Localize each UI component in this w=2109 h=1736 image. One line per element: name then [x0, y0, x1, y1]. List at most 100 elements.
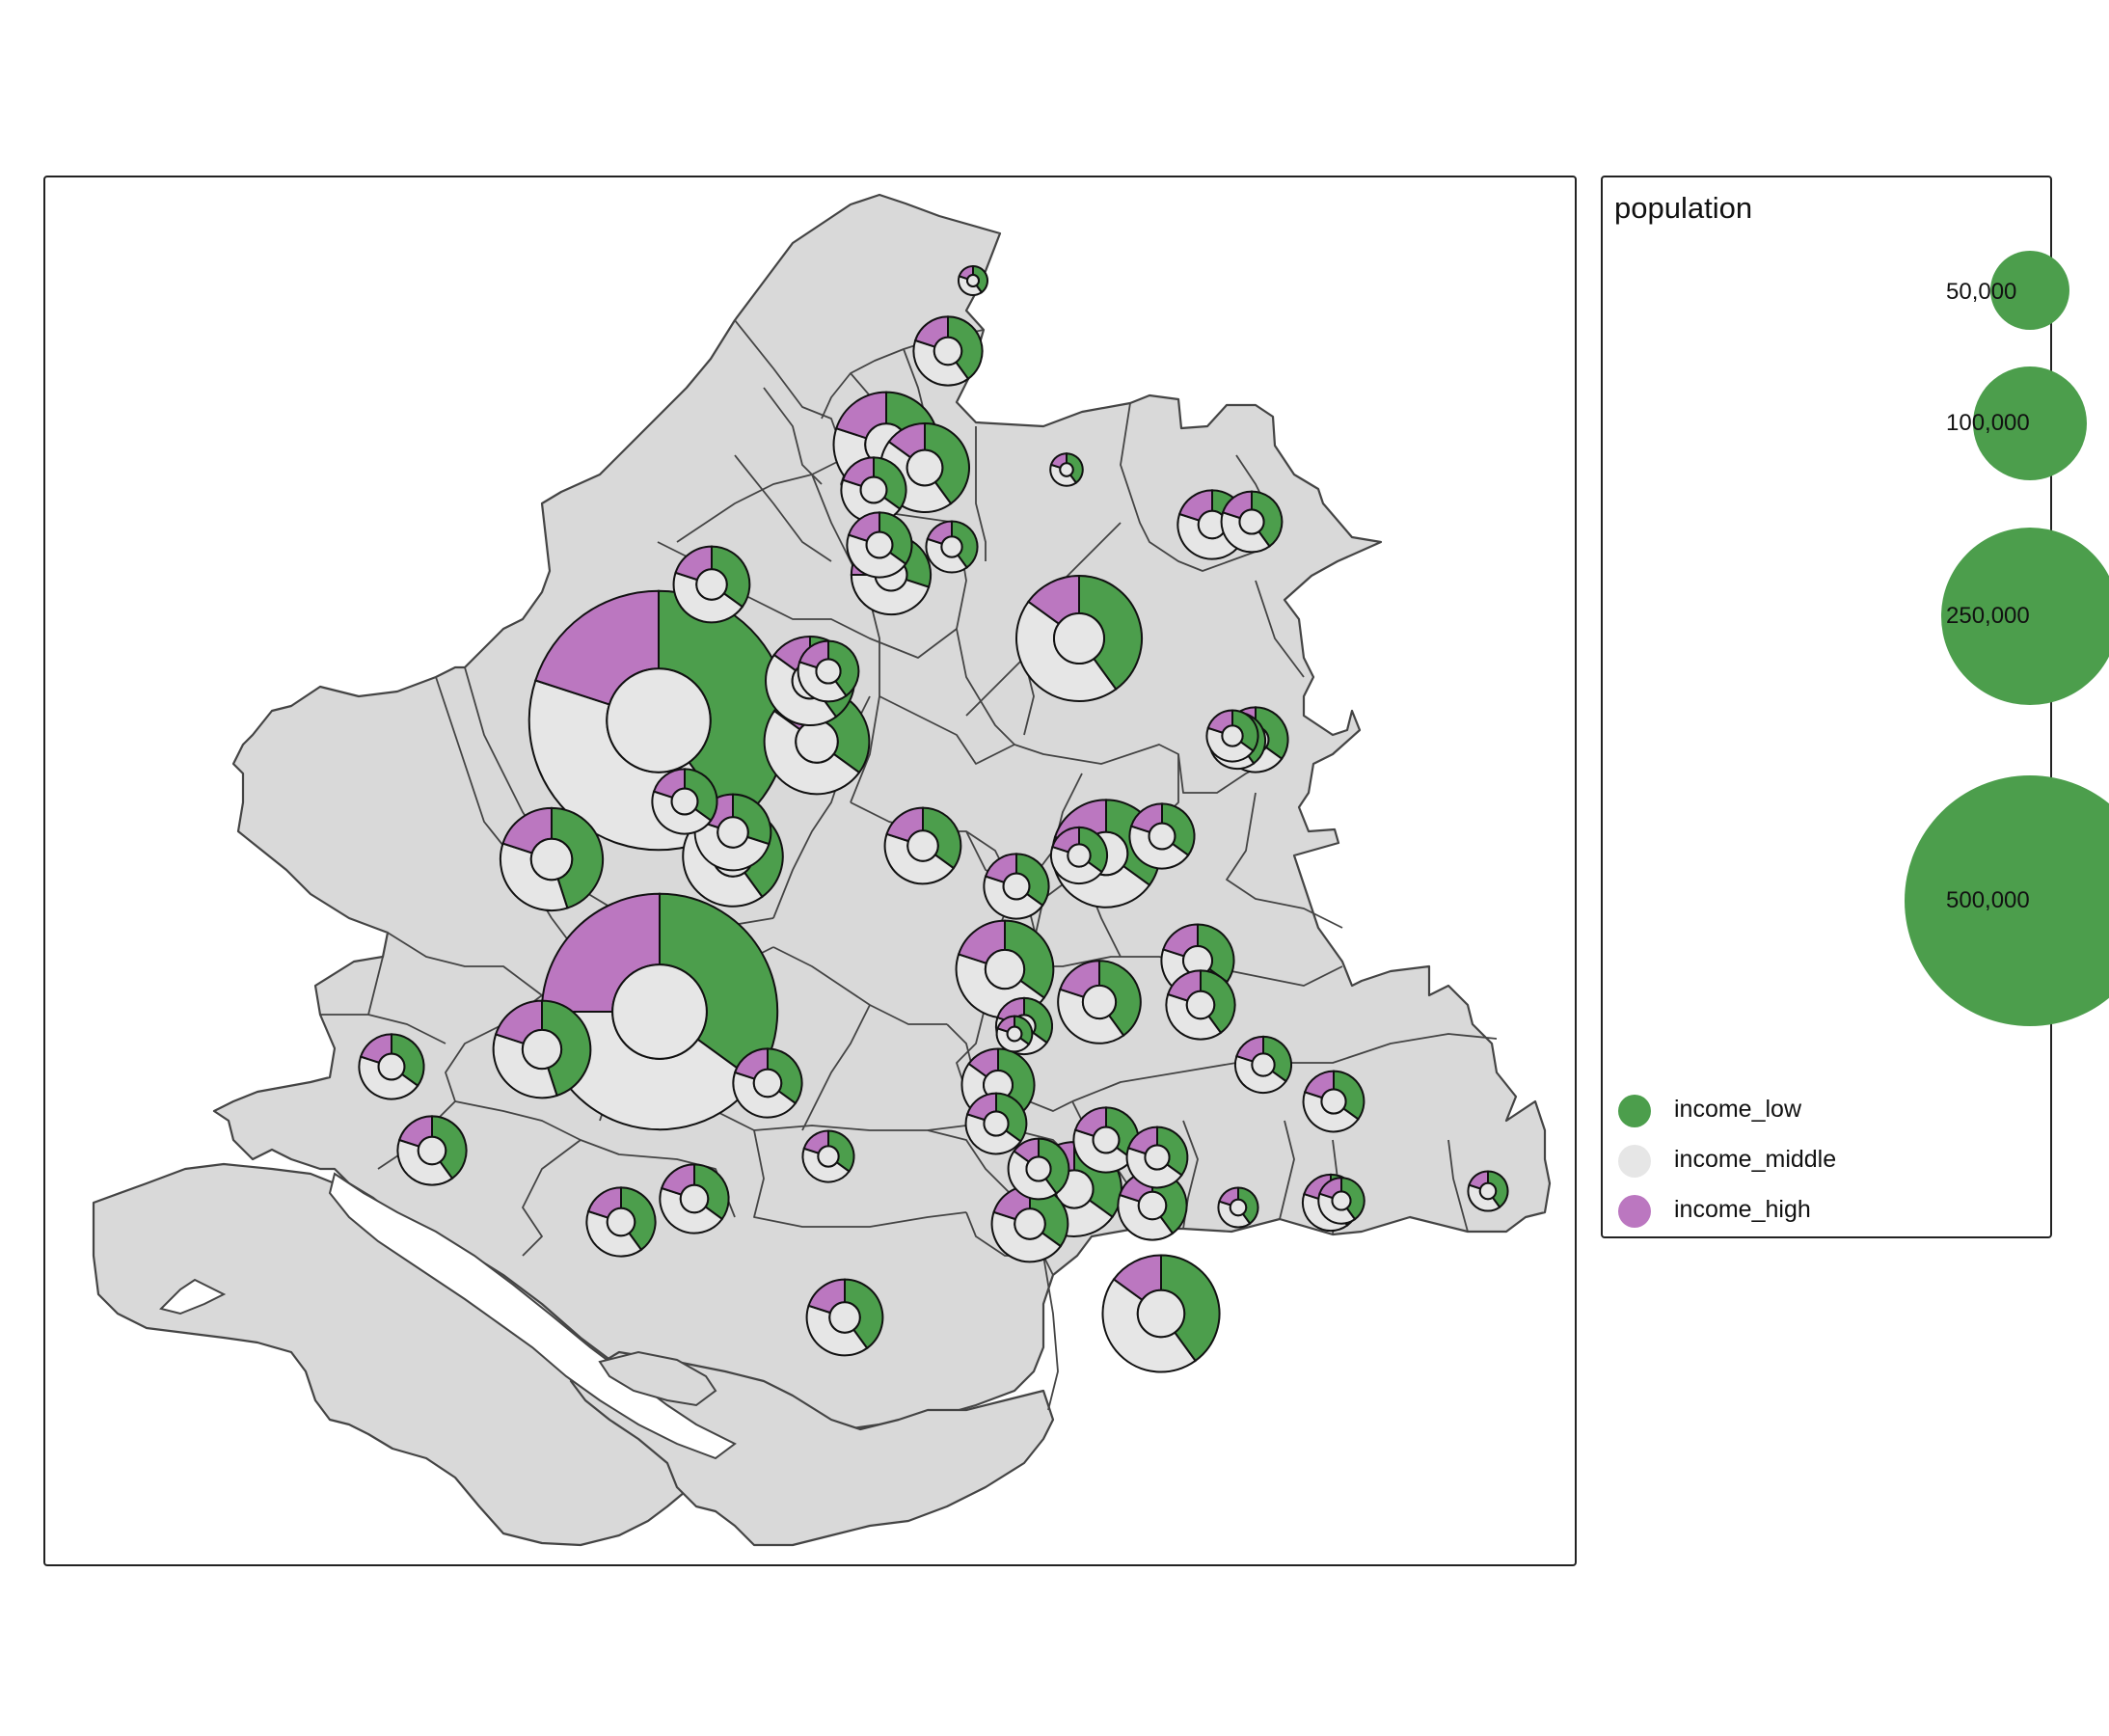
donut-symbol	[958, 264, 988, 297]
legend-swatch-income-low	[1618, 1095, 1651, 1127]
legend-size-label-250000: 250,000	[1946, 603, 2030, 629]
donut-hole	[529, 837, 574, 882]
donut-symbol	[964, 1092, 1028, 1155]
donut-symbol	[1317, 1177, 1365, 1225]
donut-hole	[521, 1028, 563, 1071]
legend-label-income-low: income_low	[1674, 1096, 1802, 1123]
donut-hole	[1052, 611, 1106, 665]
donut-hole	[906, 448, 944, 487]
donut-hole	[1067, 843, 1092, 868]
legend-size-circle-100000	[1973, 366, 2087, 480]
donut-symbol	[540, 892, 779, 1131]
donut-symbol	[805, 1278, 884, 1357]
donut-symbol	[1101, 1254, 1221, 1373]
donut-symbol	[1205, 709, 1259, 763]
donut-symbol	[801, 1129, 855, 1183]
donut-symbol	[1220, 490, 1284, 554]
donut-hole	[1251, 1052, 1276, 1077]
donut-hole	[1185, 990, 1216, 1020]
donut-symbol	[990, 1184, 1069, 1263]
donut-hole	[1320, 1088, 1347, 1115]
donut-hole	[1092, 1126, 1121, 1154]
donut-hole	[1229, 1198, 1248, 1217]
legend-swatch-income-high	[1618, 1195, 1651, 1228]
islet	[598, 1350, 717, 1407]
donut-symbol	[995, 1015, 1034, 1053]
donut-symbol	[925, 520, 979, 574]
donut-hole	[940, 535, 963, 558]
donut-hole	[670, 787, 699, 816]
islet-west	[159, 1278, 227, 1316]
legend-size-label-500000: 500,000	[1946, 887, 2030, 913]
donut-symbol	[912, 315, 984, 387]
donut-symbol	[1049, 826, 1109, 885]
donut-hole	[606, 1207, 636, 1237]
donut-symbol	[499, 806, 605, 912]
donut-symbol	[797, 639, 860, 703]
donut-hole	[752, 1068, 783, 1099]
donut-hole	[679, 1183, 710, 1214]
donut-symbol	[1007, 1137, 1070, 1201]
donut-symbol	[1217, 1186, 1259, 1229]
donut-symbol	[1165, 969, 1236, 1041]
donut-hole	[795, 719, 839, 764]
donut-hole	[933, 336, 963, 366]
legend-swatch-income-middle	[1618, 1145, 1651, 1178]
donut-hole	[1014, 1207, 1046, 1240]
legend-title: population	[1614, 191, 1753, 225]
legend-label-income-high: income_high	[1674, 1196, 1811, 1223]
donut-symbol	[955, 919, 1055, 1019]
donut-symbol	[846, 511, 913, 579]
donut-symbol	[1049, 452, 1084, 487]
donut-hole	[1238, 508, 1265, 535]
donut-symbol	[1233, 1035, 1293, 1095]
population-donut-symbols	[358, 264, 1509, 1373]
donut-hole	[1025, 1155, 1052, 1182]
donut-symbol	[983, 853, 1050, 920]
donut-hole	[1331, 1190, 1352, 1211]
donut-symbol	[1467, 1170, 1509, 1212]
donut-symbol	[659, 1163, 730, 1234]
donut-hole	[611, 963, 708, 1060]
donut-symbol	[1128, 802, 1196, 870]
donut-hole	[1136, 1288, 1186, 1339]
donut-symbol	[1057, 960, 1142, 1044]
donut-hole	[965, 273, 981, 288]
donut-hole	[984, 948, 1026, 990]
donut-symbol	[883, 806, 962, 885]
donut-hole	[983, 1110, 1010, 1137]
donut-hole	[695, 568, 728, 601]
donut-symbol	[732, 1047, 803, 1119]
donut-hole	[377, 1052, 406, 1081]
donut-hole	[1081, 984, 1118, 1020]
donut-hole	[717, 816, 749, 849]
donut-symbol	[672, 545, 751, 624]
donut-hole	[815, 658, 842, 685]
donut-symbol	[960, 1047, 1036, 1123]
legend-size-label-50000: 50,000	[1946, 279, 2017, 305]
donut-hole	[1221, 724, 1244, 747]
donut-symbol	[358, 1033, 425, 1100]
donut-hole	[1137, 1190, 1168, 1221]
donut-symbol	[1125, 1126, 1189, 1189]
map-canvas	[92, 193, 1552, 1547]
donut-hole	[1478, 1181, 1498, 1201]
donut-hole	[1006, 1025, 1023, 1043]
donut-hole	[817, 1145, 840, 1168]
legend-size-circle-500000	[1905, 775, 2109, 1026]
donut-hole	[1059, 462, 1074, 477]
donut-hole	[859, 475, 888, 504]
legend-panel: population 50,000 100,000 250,000 500,00…	[1601, 176, 2109, 1238]
donut-hole	[1148, 822, 1176, 851]
donut-symbol	[651, 768, 718, 835]
legend-size-circle-250000	[1941, 528, 2109, 705]
legend-label-income-middle: income_middle	[1674, 1146, 1837, 1173]
donut-symbol	[1015, 574, 1143, 702]
donut-hole	[906, 829, 939, 862]
donut-hole	[606, 667, 712, 773]
donut-symbol	[585, 1186, 657, 1258]
donut-symbol	[1302, 1070, 1365, 1133]
legend-size-circle-50000	[1990, 251, 2069, 330]
donut-symbol	[396, 1115, 468, 1186]
donut-hole	[1144, 1144, 1171, 1171]
